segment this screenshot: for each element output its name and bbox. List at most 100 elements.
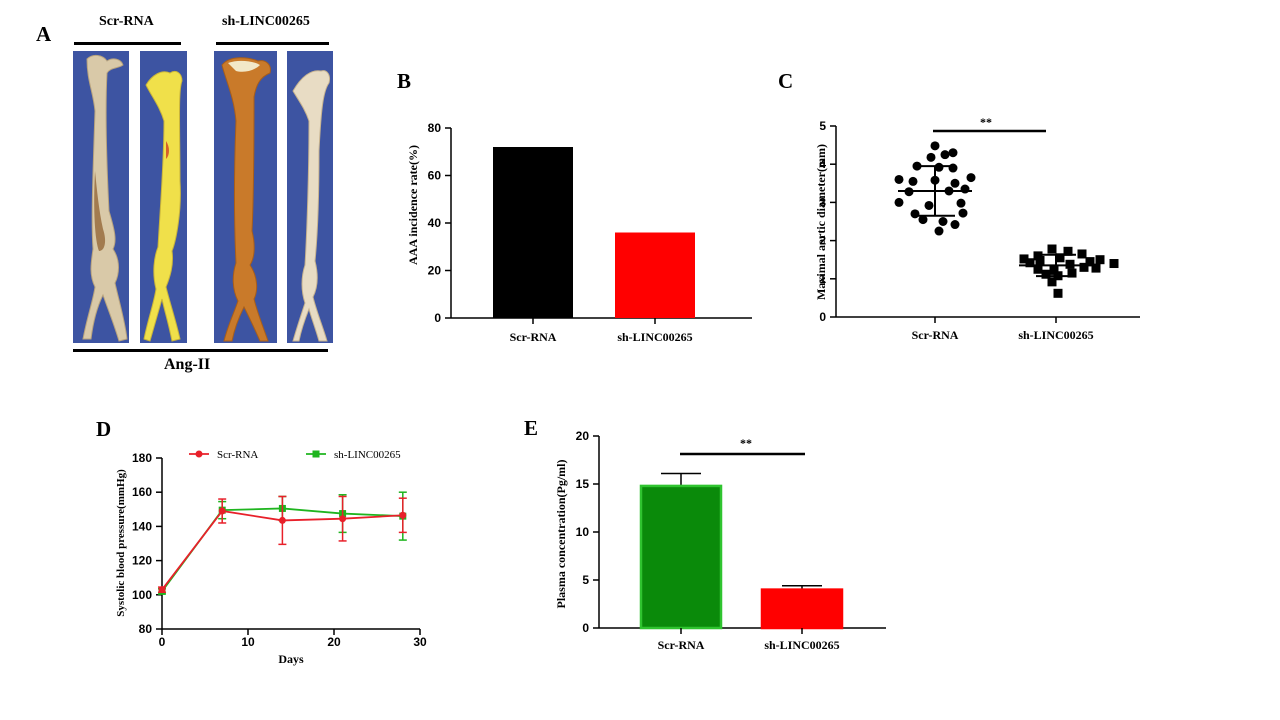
chart-e-y-tick-label: 5 <box>582 573 589 587</box>
chart-c-y-tick-label: 3 <box>819 195 826 209</box>
chart-d-x-tick-label: 20 <box>327 635 341 649</box>
chart-b-x-tick-label: Scr-RNA <box>510 330 557 344</box>
chart-c-point-2 <box>1063 246 1073 256</box>
chart-d-x-axis-label: Days <box>278 652 304 666</box>
chart-c-point-2 <box>1025 258 1035 268</box>
chart-c-point-1 <box>950 178 960 188</box>
chart-d-x-tick-label: 0 <box>159 635 166 649</box>
chart-d-y-axis-label: Systolic blood pressure(mmHg) <box>115 469 127 617</box>
chart-c-point-2 <box>1035 255 1045 265</box>
chart-c-point-2 <box>1047 244 1057 254</box>
chart-d-y-tick-label: 120 <box>132 554 152 568</box>
chart-b-y-tick-label: 60 <box>428 169 442 183</box>
chart-c-point-1 <box>934 162 944 172</box>
chart-e-y-tick-label: 20 <box>576 429 590 443</box>
chart-c-y-tick-label: 1 <box>819 272 826 286</box>
chart-c-point-1 <box>940 150 950 160</box>
chart-d-legend-label-2: sh-LINC00265 <box>334 449 401 461</box>
panel-letter-c: C <box>778 69 794 93</box>
chart-b-x-tick-label: sh-LINC00265 <box>617 330 692 344</box>
group-label-sh-linc00265: sh-LINC00265 <box>222 14 310 29</box>
chart-c-y-tick-label: 4 <box>819 157 826 171</box>
aorta-photo-2 <box>140 51 187 343</box>
aorta-photo-1 <box>73 51 129 343</box>
panel-letter-b: B <box>397 69 412 93</box>
chart-c-x-tick-label: Scr-RNA <box>912 328 959 342</box>
chart-c-y-tick-label: 5 <box>819 119 826 133</box>
chart-c-y-tick-label: 0 <box>819 310 826 324</box>
chart-c-point-2 <box>1109 259 1119 269</box>
chart-d-point-1 <box>278 516 286 524</box>
chart-d-x-tick-label: 30 <box>413 635 427 649</box>
chart-d-y-tick-label: 180 <box>132 451 152 465</box>
chart-c-point-1 <box>930 141 940 151</box>
chart-c-point-2 <box>1055 253 1065 263</box>
group-bracket-scr-rna <box>74 42 181 45</box>
chart-b-y-tick-label: 20 <box>428 264 442 278</box>
chart-c-point-1 <box>924 200 934 210</box>
chart-c-point-2 <box>1085 257 1095 267</box>
chart-c-point-2 <box>1033 251 1043 261</box>
chart-d-y-tick-label: 100 <box>132 588 152 602</box>
chart-d-legend-label-1: Scr-RNA <box>217 449 258 461</box>
chart-c-y-axis-label: Maximal aortic diameter(mm) <box>814 144 828 300</box>
chart-e-y-axis-label: Plasma concentration(Pg/ml) <box>554 460 568 609</box>
chart-c-point-2 <box>1049 265 1059 275</box>
chart-e-significance-label: ** <box>740 436 752 450</box>
panel-letter-d: D <box>96 417 112 441</box>
chart-e-x-tick-label: Scr-RNA <box>658 638 705 652</box>
chart-c-point-1 <box>966 173 976 183</box>
chart-b-y-axis-label: AAA incidence rate(%) <box>406 145 420 265</box>
chart-c-point-2 <box>1091 263 1101 273</box>
panel-letter-a: A <box>36 22 52 46</box>
chart-b-y-tick-label: 40 <box>428 216 442 230</box>
chart-d-point-1 <box>158 586 166 594</box>
chart-b-y-tick-label: 0 <box>434 311 441 325</box>
chart-c-point-2 <box>1065 259 1075 269</box>
chart-d-y-tick-label: 80 <box>139 622 153 636</box>
chart-b-bar-1 <box>493 147 573 318</box>
chart-d-y-tick-label: 140 <box>132 519 152 533</box>
chart-c-point-2 <box>1053 288 1063 298</box>
chart-c-point-1 <box>894 174 904 184</box>
chart-e-y-tick-label: 10 <box>576 525 590 539</box>
chart-c-point-1 <box>908 176 918 186</box>
chart-b-bar-2 <box>615 232 695 318</box>
chart-e-x-tick-label: sh-LINC00265 <box>764 638 839 652</box>
chart-c-point-1 <box>956 198 966 208</box>
chart-d-point-1 <box>218 507 226 515</box>
chart-d-point-1 <box>399 511 407 519</box>
group-bracket-sh-linc00265 <box>216 42 329 45</box>
chart-d-x-tick-label: 10 <box>241 635 255 649</box>
chart-e-y-tick-label: 0 <box>582 621 589 635</box>
group-label-scr-rna: Scr-RNA <box>99 14 154 29</box>
chart-c-significance-label: ** <box>980 115 992 129</box>
aorta-photo-4 <box>287 51 333 343</box>
chart-c-point-2 <box>1047 277 1057 287</box>
chart-c-point-2 <box>1067 268 1077 278</box>
chart-c-point-1 <box>950 220 960 230</box>
aorta-photo-3 <box>214 51 277 343</box>
chart-c-point-1 <box>918 215 928 225</box>
chart-c-point-1 <box>948 148 958 158</box>
chart-d-legend-marker-2 <box>312 450 320 458</box>
chart-c-y-tick-label: 2 <box>819 234 826 248</box>
panel-letter-e: E <box>524 416 539 440</box>
chart-b-y-tick-label: 80 <box>428 121 442 135</box>
treatment-bracket <box>73 349 328 352</box>
chart-d-y-tick-label: 160 <box>132 485 152 499</box>
chart-c-point-1 <box>894 197 904 207</box>
chart-e-bar-1 <box>639 484 723 630</box>
chart-c-point-2 <box>1077 249 1087 259</box>
chart-c-point-1 <box>934 226 944 236</box>
chart-e-bar-2 <box>760 588 844 630</box>
chart-d-point-1 <box>339 515 347 523</box>
chart-c-point-2 <box>1095 255 1105 265</box>
chart-c-point-1 <box>926 152 936 162</box>
chart-c-point-2 <box>1079 262 1089 272</box>
